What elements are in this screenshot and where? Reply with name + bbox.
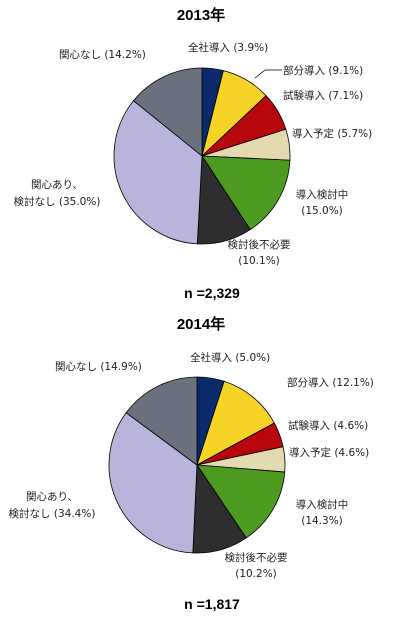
slice-label-considering-line2: (15.0%) [301, 205, 343, 217]
slice-label-interested-no-review-line2: 検討なし (35.0%) [14, 195, 101, 208]
pie-slice-partial [196, 380, 275, 466]
pie-slice-not-interested [125, 376, 198, 466]
pie-slice-considering [196, 464, 286, 539]
slice-label-company-wide: 全社導入 (3.9%) [188, 41, 268, 54]
pie-2013 [113, 67, 291, 245]
slice-label-interested-no-review-line1: 関心あり、 [26, 491, 78, 503]
leader-line-partial [254, 69, 282, 79]
sample-size-2014: n =1,817 [184, 596, 240, 612]
slice-label-trial: 試験導入 (7.1%) [283, 89, 363, 102]
pie-2013-labels: 全社導入 (3.9%) 部分導入 (9.1%) 試験導入 (7.1%) 導入予定 (5… [14, 41, 373, 267]
slice-label-considering-line2: (14.3%) [301, 515, 343, 527]
slice-label-not-needed-line1: 検討後不必要 [225, 551, 288, 564]
pie-2014 [108, 376, 286, 554]
slice-label-planned: 導入予定 (4.6%) [289, 446, 369, 459]
slice-label-partial: 部分導入 (12.1%) [287, 376, 374, 389]
pie-slice-not-interested [132, 67, 203, 157]
pie-2014-labels: 全社導入 (5.0%) 部分導入 (12.1%) 試験導入 (4.6%) 導入予定 (… [9, 351, 374, 580]
slice-label-not-needed-line2: (10.2%) [235, 568, 277, 580]
slice-label-trial: 試験導入 (4.6%) [288, 419, 368, 432]
slice-label-not-needed-line1: 検討後不必要 [228, 238, 291, 251]
slice-label-interested-no-review-line2: 検討なし (34.4%) [9, 507, 96, 520]
slice-label-planned: 導入予定 (5.7%) [292, 127, 372, 140]
sample-size-2013: n =2,329 [184, 285, 240, 301]
pie-slice-interested-no-review [113, 100, 203, 245]
chart-title-2013: 2013年 [177, 6, 225, 24]
slice-label-interested-no-review-line1: 関心あり、 [31, 179, 83, 191]
slice-label-partial: 部分導入 (9.1%) [283, 64, 363, 77]
slice-label-company-wide: 全社導入 (5.0%) [190, 351, 270, 364]
chart-title-2014: 2014年 [177, 315, 225, 333]
slice-label-considering-line1: 導入検討中 [296, 188, 349, 201]
slice-label-not-needed-line2: (10.1%) [238, 255, 280, 267]
slice-label-not-interested: 関心なし (14.9%) [55, 361, 142, 373]
slice-label-considering-line1: 導入検討中 [296, 498, 349, 511]
pie-slice-considering [201, 155, 291, 231]
slice-label-not-interested: 関心なし (14.2%) [59, 49, 146, 61]
pie-slice-interested-no-review [108, 412, 198, 554]
